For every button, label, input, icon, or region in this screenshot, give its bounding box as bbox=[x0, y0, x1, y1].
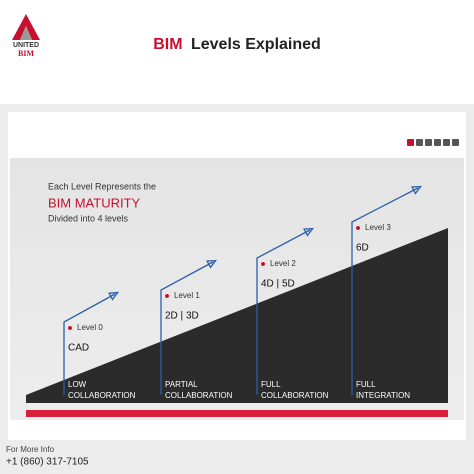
level-tech: 4D | 5D bbox=[261, 279, 295, 290]
arrow-head bbox=[411, 185, 423, 195]
footer-caption: For More Info bbox=[6, 445, 55, 454]
title-highlight: BIM bbox=[153, 36, 182, 53]
arrow-head bbox=[303, 227, 315, 237]
logo-peak bbox=[12, 14, 40, 40]
arrow-head bbox=[108, 291, 119, 301]
stage-label: COLLABORATION bbox=[68, 391, 136, 400]
stage-label: INTEGRATION bbox=[356, 391, 410, 400]
stage-label: LOW bbox=[68, 380, 87, 389]
level-tech: CAD bbox=[68, 343, 89, 354]
level-dot-core bbox=[261, 262, 265, 266]
level-label: Level 1 bbox=[174, 291, 200, 300]
stage-label: COLLABORATION bbox=[165, 391, 233, 400]
level-dot-core bbox=[68, 326, 72, 330]
level-tech: 2D | 3D bbox=[165, 311, 199, 322]
level-arrow bbox=[63, 293, 116, 395]
stage-label: FULL bbox=[261, 380, 281, 389]
logo: UNITED BIM bbox=[12, 14, 40, 58]
level-arrow bbox=[256, 229, 311, 395]
header-bg bbox=[0, 0, 474, 104]
level-dot-core bbox=[165, 294, 169, 298]
level-label: Level 3 bbox=[365, 223, 391, 232]
intro-highlight: BIM MATURITY bbox=[48, 195, 141, 210]
icon bbox=[416, 139, 423, 146]
icon bbox=[407, 139, 414, 146]
intro-line: Each Level Represents the bbox=[48, 181, 156, 191]
level-dot-core bbox=[356, 226, 360, 230]
stage-label: FULL bbox=[356, 380, 376, 389]
stage-label: COLLABORATION bbox=[261, 391, 329, 400]
footer-phone: +1 (860) 317-7105 bbox=[6, 457, 89, 468]
social-icons bbox=[407, 139, 459, 146]
level-label: Level 0 bbox=[77, 323, 103, 332]
title-rest: Levels Explained bbox=[191, 36, 321, 53]
arrow-head bbox=[206, 259, 218, 269]
intro-line: Divided into 4 levels bbox=[48, 213, 129, 223]
base-bar bbox=[26, 410, 448, 417]
maturity-wedge bbox=[26, 228, 448, 403]
logo-text: UNITED bbox=[13, 42, 39, 49]
logo-peak-inner bbox=[20, 26, 32, 40]
level-arrow bbox=[160, 261, 214, 395]
level-arrow bbox=[351, 187, 419, 395]
title: BIM Levels Explained bbox=[153, 36, 321, 53]
levels: Level 0 CAD LOW COLLABORATION Level 1 2D | 3D… bbox=[63, 185, 423, 400]
logo-text: BIM bbox=[18, 49, 34, 58]
stage-label: PARTIAL bbox=[165, 380, 198, 389]
level-tech: 6D bbox=[356, 243, 369, 254]
icon bbox=[434, 139, 441, 146]
icon bbox=[443, 139, 450, 146]
level-label: Level 2 bbox=[270, 259, 296, 268]
icon bbox=[425, 139, 432, 146]
icon bbox=[452, 139, 459, 146]
